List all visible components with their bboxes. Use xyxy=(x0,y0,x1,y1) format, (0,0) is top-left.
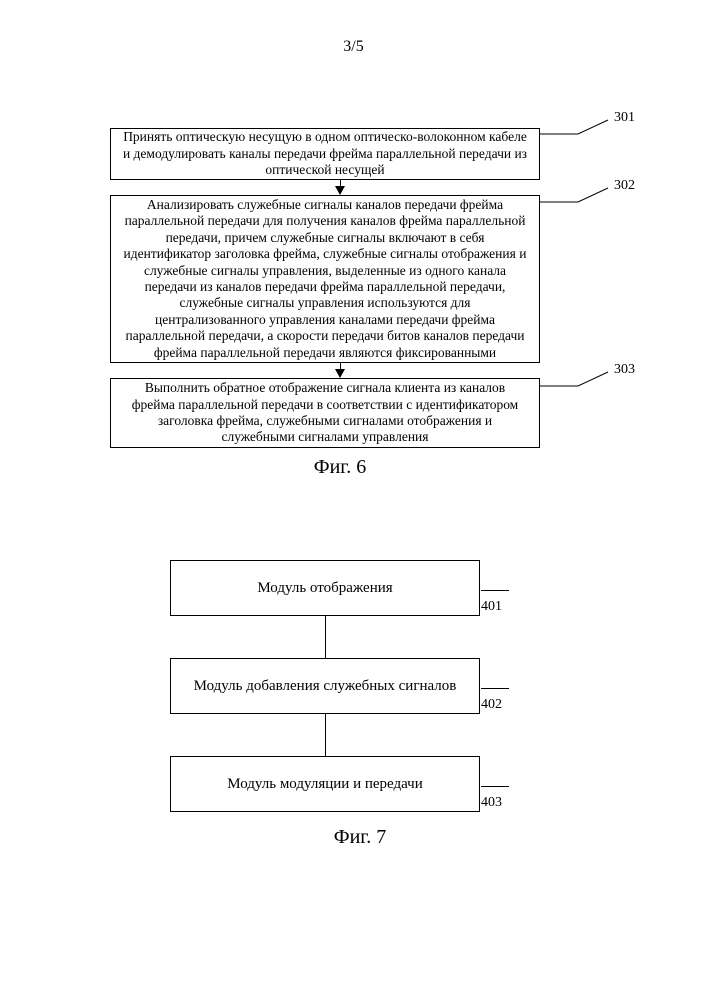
arrow-302-303 xyxy=(100,363,580,378)
ref-403: 403 xyxy=(481,795,502,810)
connector-401-402 xyxy=(325,616,326,658)
flow-step-302: Анализировать служебные сигналы каналов … xyxy=(110,195,540,363)
module-box-402-text: Модуль добавления служебных сигналов xyxy=(194,678,457,695)
page: 3/5 301 Принять оптическую несущую в одн… xyxy=(0,0,707,1000)
module-box-401: Модуль отображения 401 xyxy=(170,560,480,616)
ref-302: 302 xyxy=(614,178,635,194)
ref-303: 303 xyxy=(614,362,635,378)
ref-line-403: 403 xyxy=(481,779,509,811)
flow-step-303-text: Выполнить обратное отображение сигнала к… xyxy=(125,380,525,446)
module-box-403: Модуль модуляции и передачи 403 xyxy=(170,756,480,812)
figure-6-caption: Фиг. 6 xyxy=(100,456,580,479)
module-box-403-text: Модуль модуляции и передачи xyxy=(227,776,423,793)
ref-line-402: 402 xyxy=(481,681,509,713)
figure-6: 301 Принять оптическую несущую в одном о… xyxy=(100,128,580,479)
page-number: 3/5 xyxy=(0,38,707,56)
leader-303: 303 xyxy=(538,366,648,390)
figure-7-caption: Фиг. 7 xyxy=(170,826,550,849)
leader-302: 302 xyxy=(538,182,648,206)
module-box-402: Модуль добавления служебных сигналов 402 xyxy=(170,658,480,714)
module-box-401-text: Модуль отображения xyxy=(257,580,392,597)
figure-7: Модуль отображения 401 Модуль добавления… xyxy=(170,560,550,849)
ref-301: 301 xyxy=(614,110,635,126)
ref-line-401: 401 xyxy=(481,583,509,615)
flow-step-303: Выполнить обратное отображение сигнала к… xyxy=(110,378,540,448)
flow-step-301-text: Принять оптическую несущую в одном оптич… xyxy=(119,129,531,178)
connector-402-403 xyxy=(325,714,326,756)
flow-step-302-text: Анализировать служебные сигналы каналов … xyxy=(123,197,527,362)
ref-401: 401 xyxy=(481,599,502,614)
ref-402: 402 xyxy=(481,697,502,712)
arrow-301-302 xyxy=(100,180,580,195)
flow-step-301: Принять оптическую несущую в одном оптич… xyxy=(110,128,540,180)
leader-301: 301 xyxy=(538,114,648,138)
